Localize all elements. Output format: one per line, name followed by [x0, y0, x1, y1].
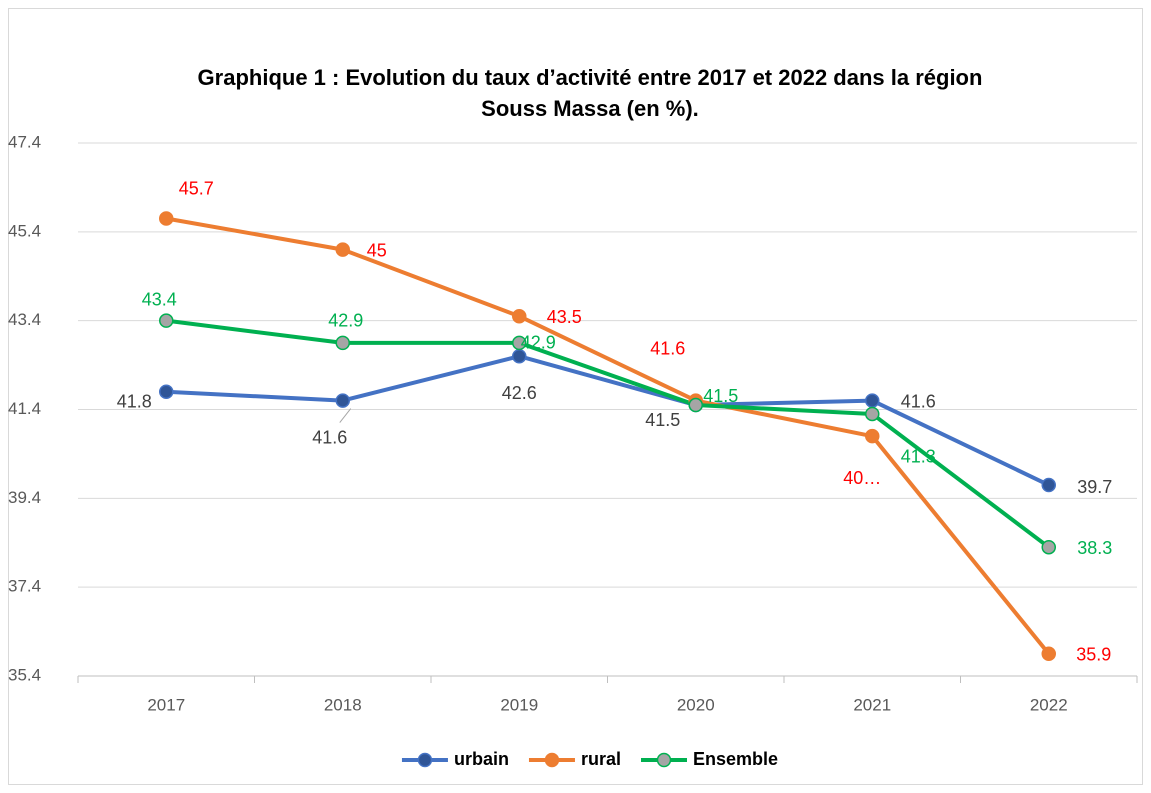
- data-label: 42.9: [328, 311, 363, 331]
- data-label: 41.5: [703, 386, 738, 406]
- x-tick-label: 2022: [1030, 695, 1068, 714]
- data-label: 41.6: [312, 427, 347, 447]
- data-label: 41.6: [650, 338, 685, 358]
- leader-line: [339, 408, 352, 423]
- data-label: 40…: [843, 468, 881, 488]
- x-tick-label: 2020: [677, 695, 715, 714]
- data-label: 42.9: [521, 333, 556, 353]
- data-label: 43.4: [142, 289, 177, 309]
- data-label: 35.9: [1076, 645, 1111, 665]
- y-tick-label: 39.4: [8, 488, 41, 507]
- legend-label: Ensemble: [693, 749, 778, 769]
- legend-marker: [656, 752, 672, 768]
- legend-label: urbain: [454, 749, 509, 769]
- data-label: 41.3: [901, 447, 936, 467]
- data-label: 38.3: [1077, 538, 1112, 558]
- y-tick-label: 45.4: [8, 221, 41, 240]
- x-tick-label: 2017: [147, 695, 185, 714]
- legend-marker: [544, 752, 560, 768]
- chart-border: [8, 8, 1143, 785]
- data-label: 43.5: [547, 307, 582, 327]
- data-point: [1041, 646, 1056, 662]
- data-point: [512, 308, 527, 324]
- data-label: 45.7: [179, 178, 214, 198]
- y-tick-label: 41.4: [8, 399, 41, 418]
- data-point: [159, 211, 174, 226]
- x-tick-label: 2019: [500, 695, 538, 714]
- data-label: 42.6: [502, 383, 537, 403]
- data-label: 41.6: [901, 391, 936, 411]
- series-line: [165, 216, 1051, 656]
- data-point: [335, 393, 350, 408]
- y-tick-label: 37.4: [8, 577, 41, 596]
- legend-label: rural: [581, 749, 621, 769]
- data-point: [335, 335, 350, 351]
- y-tick-label: 47.4: [8, 132, 41, 151]
- legend-marker: [417, 752, 433, 768]
- y-tick-label: 43.4: [8, 310, 41, 329]
- data-point: [159, 313, 174, 328]
- data-point: [512, 335, 527, 351]
- series-line: [166, 318, 1050, 549]
- data-label: 45: [367, 240, 387, 260]
- series-line: [166, 354, 1050, 487]
- data-label: 41.5: [645, 410, 680, 430]
- data-point: [865, 406, 880, 422]
- y-tick-label: 35.4: [8, 665, 41, 684]
- data-label: 39.7: [1077, 477, 1112, 497]
- chart-title: Graphique 1 : Evolution du taux d’activi…: [197, 65, 983, 121]
- data-point: [865, 393, 880, 408]
- data-point: [335, 242, 350, 257]
- data-point: [688, 397, 703, 413]
- data-point: [1041, 539, 1056, 555]
- legend: urbain rural Ensemble: [401, 749, 778, 769]
- x-tick-label: 2018: [324, 695, 362, 714]
- x-tick-label: 2021: [853, 695, 891, 714]
- data-point: [865, 428, 880, 444]
- data-point: [159, 384, 174, 399]
- data-label: 41.8: [117, 391, 152, 411]
- data-point: [1041, 477, 1056, 493]
